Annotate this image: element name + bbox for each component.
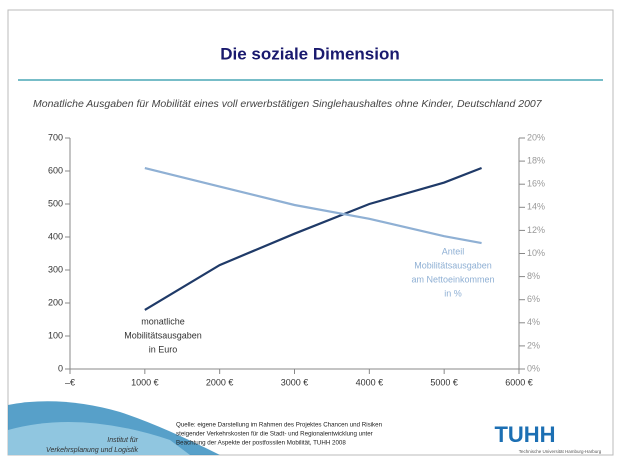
x-tick-label: 6000 € bbox=[505, 377, 533, 387]
y-tick-label: 400 bbox=[48, 231, 63, 241]
y2-tick-label: 2% bbox=[527, 340, 540, 350]
y-tick-label: 500 bbox=[48, 198, 63, 208]
logo: TUHH bbox=[494, 422, 555, 447]
institute: Verkehrsplanung und Logistik bbox=[46, 447, 138, 454]
y2-tick-label: 12% bbox=[527, 225, 545, 235]
x-tick-label: 5000 € bbox=[430, 377, 458, 387]
annotation: am Nettoeinkommen bbox=[411, 274, 494, 284]
y2-tick-label: 0% bbox=[527, 363, 540, 373]
y-tick-label: 0 bbox=[58, 363, 63, 373]
series-line bbox=[144, 166, 482, 245]
institute: Institut für bbox=[107, 437, 138, 444]
y-tick-label: 600 bbox=[48, 165, 63, 175]
y2-tick-label: 18% bbox=[527, 155, 545, 165]
university: Technische Universität Hamburg-Harburg bbox=[519, 449, 602, 454]
x-tick-label: 1000 € bbox=[131, 377, 159, 387]
footer-wave bbox=[8, 422, 190, 455]
y2-tick-label: 8% bbox=[527, 271, 540, 281]
y2-tick-label: 16% bbox=[527, 179, 545, 189]
y-tick-label: 100 bbox=[48, 330, 63, 340]
y2-tick-label: 6% bbox=[527, 294, 540, 304]
x-tick-label: 3000 € bbox=[281, 377, 309, 387]
y2-tick-label: 4% bbox=[527, 317, 540, 327]
y-tick-label: 300 bbox=[48, 264, 63, 274]
source: steigender Verkehrskosten für die Stadt-… bbox=[176, 431, 373, 438]
annotation: Mobilitätsausgaben bbox=[124, 330, 202, 340]
y2-tick-label: 14% bbox=[527, 202, 545, 212]
series-line bbox=[144, 167, 482, 311]
y2-tick-label: 10% bbox=[527, 248, 545, 258]
source: Beachtung der Aspekte der postfossilen M… bbox=[176, 440, 346, 447]
annotation: Anteil bbox=[442, 246, 465, 256]
y2-tick-label: 20% bbox=[527, 132, 545, 142]
x-tick-label: 4000 € bbox=[356, 377, 384, 387]
annotation: Mobilitätsausgaben bbox=[414, 260, 492, 270]
chart-title: Monatliche Ausgaben für Mobilität eines … bbox=[33, 98, 543, 110]
annotation: in % bbox=[444, 288, 462, 298]
y-tick-label: 200 bbox=[48, 297, 63, 307]
source: Quelle: eigene Darstellung im Rahmen des… bbox=[176, 422, 383, 429]
annotation: in Euro bbox=[149, 344, 178, 354]
y-tick-label: 700 bbox=[48, 132, 63, 142]
slide-frame bbox=[7, 9, 614, 456]
annotation: monatliche bbox=[141, 316, 185, 326]
x-tick-label: 2000 € bbox=[206, 377, 234, 387]
x-tick-label: –€ bbox=[65, 377, 75, 387]
slide-title: Die soziale Dimension bbox=[220, 44, 400, 63]
